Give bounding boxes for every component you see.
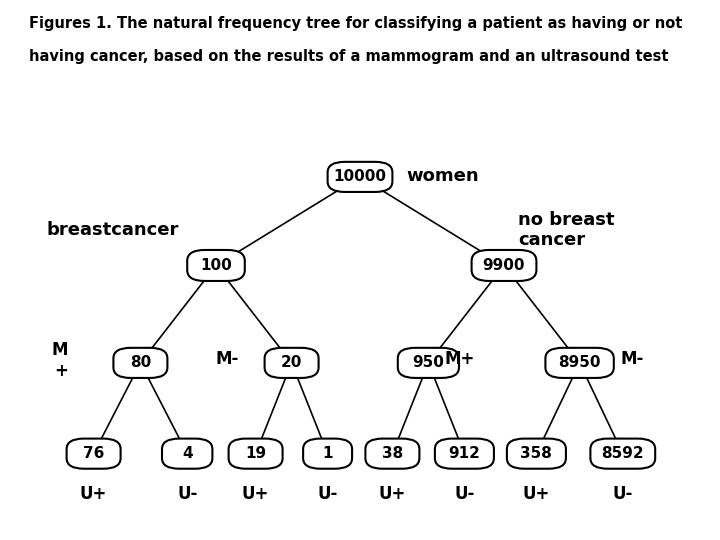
Text: 950: 950 bbox=[413, 355, 444, 370]
Text: having cancer, based on the results of a mammogram and an ultrasound test: having cancer, based on the results of a… bbox=[29, 49, 668, 64]
Text: U-: U- bbox=[613, 484, 633, 503]
FancyBboxPatch shape bbox=[265, 348, 319, 378]
Text: no breast
cancer: no breast cancer bbox=[518, 211, 615, 249]
Text: 358: 358 bbox=[521, 446, 552, 461]
Text: 100: 100 bbox=[200, 258, 232, 273]
FancyBboxPatch shape bbox=[66, 438, 121, 469]
Text: women: women bbox=[407, 167, 480, 185]
Text: U+: U+ bbox=[379, 484, 406, 503]
FancyBboxPatch shape bbox=[590, 438, 655, 469]
FancyBboxPatch shape bbox=[303, 438, 352, 469]
Text: 76: 76 bbox=[83, 446, 104, 461]
Text: 10000: 10000 bbox=[333, 170, 387, 184]
FancyBboxPatch shape bbox=[114, 348, 167, 378]
Text: 4: 4 bbox=[182, 446, 192, 461]
Text: U+: U+ bbox=[523, 484, 550, 503]
FancyBboxPatch shape bbox=[546, 348, 614, 378]
Text: 19: 19 bbox=[245, 446, 266, 461]
Text: U-: U- bbox=[318, 484, 338, 503]
Text: 1: 1 bbox=[323, 446, 333, 461]
Text: 8950: 8950 bbox=[558, 355, 601, 370]
FancyBboxPatch shape bbox=[507, 438, 566, 469]
Text: 912: 912 bbox=[449, 446, 480, 461]
FancyBboxPatch shape bbox=[229, 438, 283, 469]
Text: M-: M- bbox=[216, 350, 239, 368]
Text: U+: U+ bbox=[242, 484, 269, 503]
Text: 80: 80 bbox=[130, 355, 151, 370]
FancyBboxPatch shape bbox=[472, 250, 536, 281]
Text: 38: 38 bbox=[382, 446, 403, 461]
Text: U-: U- bbox=[454, 484, 474, 503]
FancyBboxPatch shape bbox=[397, 348, 459, 378]
Text: M+: M+ bbox=[445, 350, 475, 368]
Text: M-: M- bbox=[621, 350, 644, 368]
Text: 8592: 8592 bbox=[601, 446, 644, 461]
Text: 9900: 9900 bbox=[482, 258, 526, 273]
Text: breastcancer: breastcancer bbox=[47, 221, 179, 239]
FancyBboxPatch shape bbox=[435, 438, 494, 469]
FancyBboxPatch shape bbox=[187, 250, 245, 281]
Text: U-: U- bbox=[177, 484, 197, 503]
FancyBboxPatch shape bbox=[162, 438, 212, 469]
FancyBboxPatch shape bbox=[366, 438, 419, 469]
Text: Figures 1. The natural frequency tree for classifying a patient as having or not: Figures 1. The natural frequency tree fo… bbox=[29, 16, 682, 31]
Text: U+: U+ bbox=[80, 484, 107, 503]
FancyBboxPatch shape bbox=[328, 162, 392, 192]
Text: 20: 20 bbox=[281, 355, 302, 370]
Text: M
+: M + bbox=[52, 341, 68, 380]
